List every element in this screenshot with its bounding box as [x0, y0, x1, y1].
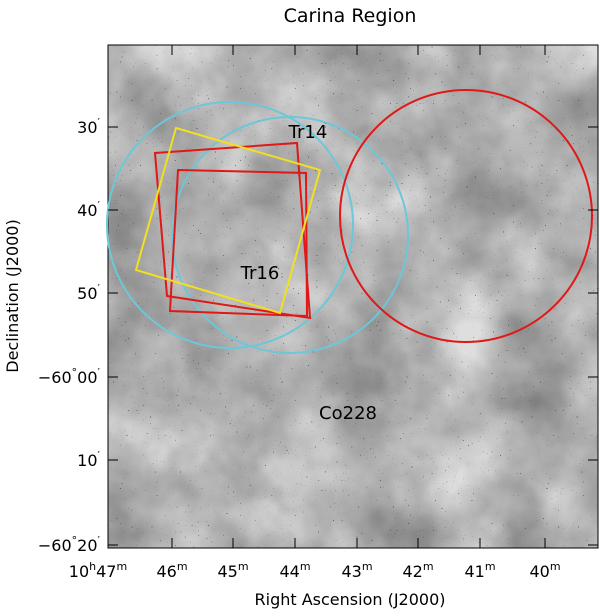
- annotation: Co228: [319, 403, 377, 424]
- tick-label-part: m: [485, 560, 496, 573]
- tick-label: 40m: [529, 560, 560, 581]
- tick-label-part: 45: [217, 562, 237, 581]
- tick-label: 30′: [77, 116, 100, 137]
- tick-label: 41m: [464, 560, 495, 581]
- tick-label-part: 46: [156, 562, 176, 581]
- tick-label-part: 20: [77, 536, 97, 555]
- tick-label-part: h: [89, 560, 96, 573]
- tick-label-part: m: [116, 560, 127, 573]
- tick-label-part: ′: [98, 366, 101, 379]
- tick-label: 40′: [77, 199, 100, 220]
- tick-label: 10h47m: [69, 560, 127, 581]
- tick-label-part: 50: [77, 284, 97, 303]
- y-axis-label: Declination (J2000): [3, 219, 22, 372]
- tick-label: 43m: [341, 560, 372, 581]
- tick-label: 45m: [217, 560, 248, 581]
- image: [108, 45, 598, 548]
- field-circle: [106, 101, 354, 349]
- tick-label: 42m: [402, 560, 433, 581]
- field-circle: [339, 89, 593, 343]
- tick-label-part: 10: [69, 562, 89, 581]
- tick-label-part: m: [177, 560, 188, 573]
- plot-frame: [107, 44, 599, 549]
- annotation: Tr14: [288, 122, 328, 143]
- tick-label-part: 44: [279, 562, 299, 581]
- tick-label-part: 00: [77, 368, 97, 387]
- tick-label-part: −60: [38, 536, 72, 555]
- tick-label-part: 10: [77, 451, 97, 470]
- tick-label-part: 47: [96, 562, 116, 581]
- field-circle: [171, 116, 409, 354]
- tick-label-part: m: [362, 560, 373, 573]
- tick-label: −60°20′: [38, 534, 101, 555]
- tick-label-part: °: [72, 534, 78, 547]
- annotation: Tr16: [240, 263, 280, 284]
- tick-label: 44m: [279, 560, 310, 581]
- tick-label-part: 30: [77, 118, 97, 137]
- field-square: [153, 141, 312, 320]
- overlays: [106, 89, 593, 354]
- tick-label: 10′: [77, 449, 100, 470]
- field-square: [168, 168, 309, 318]
- tick-label: −60°00′: [38, 366, 101, 387]
- tick-label-part: m: [238, 560, 249, 573]
- tick-label: 50′: [77, 282, 100, 303]
- tick-label-part: −60: [38, 368, 72, 387]
- tick-label-part: 40: [529, 562, 549, 581]
- tick-label-part: ′: [98, 199, 101, 212]
- tick-label-part: ′: [98, 534, 101, 547]
- tick-label-part: m: [300, 560, 311, 573]
- title: Carina Region: [284, 5, 417, 27]
- tick-label-part: 43: [341, 562, 361, 581]
- tick-label-part: 40: [77, 201, 97, 220]
- tick-label-part: 42: [402, 562, 422, 581]
- tick-label-part: m: [550, 560, 561, 573]
- tick-label-part: ′: [98, 282, 101, 295]
- tick-label: 46m: [156, 560, 187, 581]
- tick-label-part: ′: [98, 116, 101, 129]
- tick-label-part: ′: [98, 449, 101, 462]
- tick-label-part: 41: [464, 562, 484, 581]
- tick-label-part: m: [423, 560, 434, 573]
- tick-label-part: °: [72, 366, 78, 379]
- x-axis-label: Right Ascension (J2000): [255, 590, 446, 609]
- axes: 10h47m 46m 45m 44m 43m 42m 41m 40m30′40′50′−60°…: [38, 45, 598, 581]
- field-square: [134, 126, 322, 315]
